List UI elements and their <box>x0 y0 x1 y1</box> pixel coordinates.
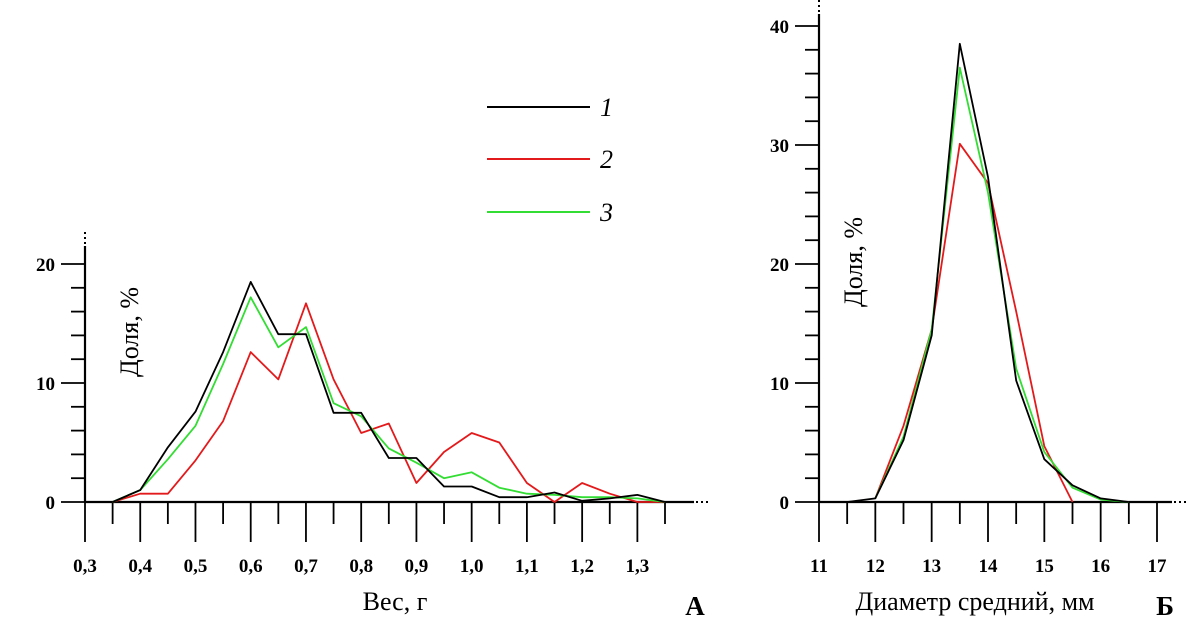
x-tick-label: 12 <box>866 556 885 577</box>
legend-label-1: 1 <box>600 93 613 122</box>
legend-label-2: 2 <box>600 145 613 174</box>
y-tick-label: 20 <box>770 255 789 276</box>
series-line-1 <box>112 280 666 503</box>
y-tick-label: 20 <box>36 255 55 276</box>
panel-a: 0,3 0,4 0,5 0,6 0,7 0,8 0,9 1,0 1,1 1,2 1,3 0 10 20 Ве… <box>36 93 710 621</box>
panel-b: 11 12 13 14 15 16 17 0 10 20 30 40 Диаметр средний, … <box>770 0 1188 621</box>
x-tick-label: 1,3 <box>626 556 650 577</box>
series-line-2 <box>874 142 1074 503</box>
panel-label: А <box>685 591 705 621</box>
series-line-3 <box>112 296 666 503</box>
x-tick-label: 15 <box>1035 556 1054 577</box>
x-tick-label: 11 <box>810 556 828 577</box>
x-tick-label: 0,4 <box>128 556 152 577</box>
x-tick-label: 0,9 <box>405 556 429 577</box>
x-tick-label: 0,6 <box>239 556 263 577</box>
legend-label-3: 3 <box>599 198 613 227</box>
y-axis-title: Доля, % <box>115 287 144 377</box>
x-tick-label: 14 <box>979 556 999 577</box>
series-line-1 <box>847 42 1129 503</box>
x-tick-label: 0,7 <box>294 556 318 577</box>
x-tick-label: 16 <box>1091 556 1110 577</box>
x-tick-label: 1,1 <box>515 556 539 577</box>
y-tick-label: 0 <box>780 493 790 514</box>
y-tick-label: 30 <box>770 136 789 157</box>
x-tick-label: 0,8 <box>349 556 373 577</box>
x-tick-label: 0,3 <box>73 556 97 577</box>
y-tick-label: 10 <box>770 374 789 395</box>
x-axis-title: Вес, г <box>363 587 428 616</box>
x-tick-label: 0,5 <box>184 556 208 577</box>
x-tick-label: 1,0 <box>460 556 484 577</box>
series-line-2 <box>112 302 665 503</box>
y-axis-title: Доля, % <box>839 217 868 307</box>
x-tick-label: 13 <box>922 556 941 577</box>
y-tick-label: 40 <box>770 17 789 38</box>
y-tick-label: 10 <box>36 374 55 395</box>
panel-label: Б <box>1156 591 1174 621</box>
x-tick-label: 1,2 <box>570 556 594 577</box>
x-tick-label: 17 <box>1148 556 1168 577</box>
x-axis-title: Диаметр средний, мм <box>856 587 1095 616</box>
y-tick-label: 0 <box>46 493 56 514</box>
